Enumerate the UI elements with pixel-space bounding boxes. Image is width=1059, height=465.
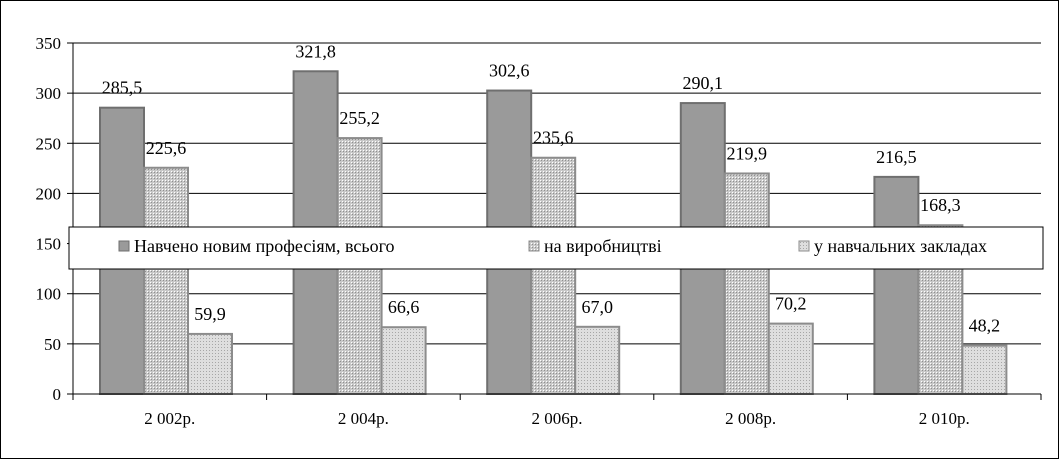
x-tick-label: 2 004р. <box>338 409 389 428</box>
legend-entry: Навчено новим професіям, всього <box>134 236 395 256</box>
bar <box>187 332 233 396</box>
data-label: 48,2 <box>969 316 1001 336</box>
bar <box>143 166 189 395</box>
legend: Навчено новим професіям, всього на виробн… <box>68 226 1044 270</box>
data-label: 219,9 <box>727 143 768 163</box>
x-tick-label: 2 008р. <box>725 409 776 428</box>
legend-entry: у навчальних закладах <box>814 236 987 256</box>
y-tick-label: 200 <box>36 184 62 203</box>
data-label: 59,9 <box>194 304 226 324</box>
data-label: 255,2 <box>339 108 380 128</box>
y-tick-label: 150 <box>36 235 62 254</box>
x-tick-label: 2 006р. <box>532 409 583 428</box>
bar <box>530 156 577 395</box>
x-tick-label: 2 010р. <box>919 409 970 428</box>
data-label: 67,0 <box>581 297 613 317</box>
y-tick-label: 350 <box>36 34 62 53</box>
data-label: 216,5 <box>876 147 917 167</box>
bars-layer <box>99 70 1008 396</box>
data-labels-layer: 285,5 225,6 59,9 321,8 255,2 66,6 302,6 235,6 67… <box>102 41 1000 335</box>
legend-swatch <box>798 240 810 252</box>
data-label: 285,5 <box>102 78 143 98</box>
y-tick-label: 50 <box>44 335 61 354</box>
data-label: 66,6 <box>388 297 420 317</box>
y-tick-label: 300 <box>36 84 62 103</box>
bar <box>961 344 1008 396</box>
data-label: 225,6 <box>146 138 187 158</box>
legend-box <box>68 226 1044 270</box>
bar <box>380 326 427 395</box>
data-label: 290,1 <box>683 73 724 93</box>
data-label: 235,6 <box>533 128 574 148</box>
data-label: 168,3 <box>920 195 961 215</box>
bar <box>767 322 814 395</box>
x-tick-label: 2 002р. <box>144 409 195 428</box>
data-label: 70,2 <box>775 294 807 314</box>
legend-swatch <box>118 240 130 252</box>
legend-swatch <box>528 240 540 252</box>
y-tick-label: 0 <box>53 385 62 404</box>
data-label: 321,8 <box>295 41 336 61</box>
bar <box>723 172 770 395</box>
axis-layer: 0 50 100 150 200 250 300 350 2 002р. 2 004р. 2 006… <box>36 34 1042 428</box>
legend-entry: на виробництві <box>544 236 662 256</box>
bar <box>873 175 920 395</box>
y-tick-label: 250 <box>36 134 62 153</box>
data-label: 302,6 <box>489 61 530 81</box>
bar <box>574 325 621 395</box>
y-tick-label: 100 <box>36 285 62 304</box>
